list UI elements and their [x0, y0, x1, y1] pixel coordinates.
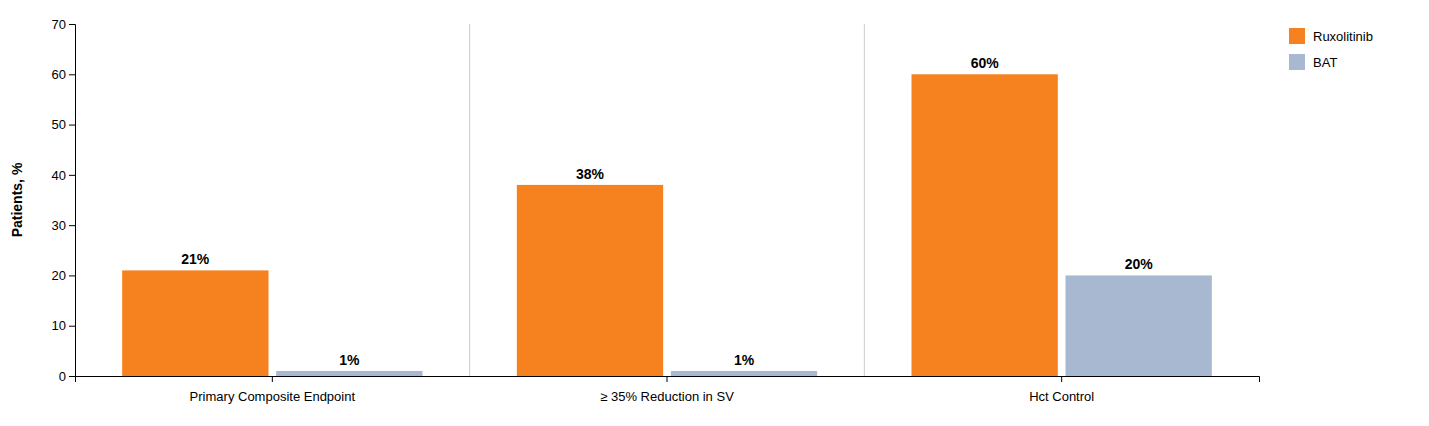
tick: 60	[52, 67, 75, 82]
data-label: 20%	[1125, 256, 1154, 272]
tick-label: 40	[52, 168, 66, 183]
bar	[671, 371, 817, 376]
data-label: 38%	[576, 166, 605, 182]
bar	[276, 371, 422, 376]
tick-mark	[69, 175, 75, 176]
data-label: 1%	[339, 352, 360, 368]
bar	[517, 185, 663, 376]
legend-swatch	[1289, 28, 1305, 44]
chart: 0 10 20 30 40 50 60 70 Primary Composite Endpoin…	[0, 0, 1429, 426]
axis-domain	[69, 25, 76, 377]
tick: ≥ 35% Reduction in SV	[600, 376, 734, 404]
data-label: 21%	[181, 251, 210, 267]
data-label: 60%	[971, 55, 1000, 71]
series	[276, 275, 1212, 376]
group-divider	[864, 24, 865, 376]
series	[122, 74, 1058, 376]
tick-mark	[69, 326, 75, 327]
tick-label: 0	[59, 369, 66, 384]
axis-domain	[76, 377, 1260, 383]
tick: 30	[52, 218, 75, 233]
legend-item: BAT	[1289, 54, 1337, 70]
bar	[912, 74, 1058, 376]
tick-label: 70	[52, 17, 66, 32]
tick: 10	[52, 318, 75, 333]
tick-mark	[69, 24, 75, 25]
tick: 20	[52, 268, 75, 283]
tick-mark	[69, 125, 75, 126]
y-axis-title: Patients, %	[9, 162, 25, 237]
tick-mark	[69, 74, 75, 75]
tick: 0	[59, 369, 75, 384]
tick-mark	[69, 225, 75, 226]
bar	[122, 270, 268, 376]
legend: Ruxolitinib BAT	[1289, 28, 1373, 70]
group-divider	[469, 24, 470, 376]
tick-mark	[272, 376, 273, 382]
tick: Primary Composite Endpoint	[190, 376, 356, 404]
data-labels: 21% 38% 60% 1% 1% 20%	[181, 55, 1153, 368]
x-axis: Primary Composite Endpoint ≥ 35% Reductio…	[76, 376, 1260, 404]
tick: 50	[52, 117, 75, 132]
tick-label: 20	[52, 268, 66, 283]
tick-label: ≥ 35% Reduction in SV	[600, 389, 734, 404]
tick-mark	[1061, 376, 1062, 382]
tick-mark	[69, 275, 75, 276]
y-axis: 0 10 20 30 40 50 60 70	[52, 17, 76, 384]
tick: Hct Control	[1029, 376, 1094, 404]
tick-mark	[69, 376, 75, 377]
bars	[122, 74, 1212, 376]
tick-label: 60	[52, 67, 66, 82]
legend-item: Ruxolitinib	[1289, 28, 1373, 44]
legend-label: Ruxolitinib	[1313, 29, 1373, 44]
bar	[1066, 275, 1212, 376]
tick-label: Hct Control	[1029, 389, 1094, 404]
tick: 40	[52, 168, 75, 183]
tick-label: 50	[52, 117, 66, 132]
legend-swatch	[1289, 54, 1305, 70]
tick-label: Primary Composite Endpoint	[190, 389, 356, 404]
data-label: 1%	[734, 352, 755, 368]
tick: 70	[52, 17, 75, 32]
legend-label: BAT	[1313, 55, 1337, 70]
tick-label: 10	[52, 318, 66, 333]
tick-label: 30	[52, 218, 66, 233]
tick-mark	[667, 376, 668, 382]
plot-area: 0 10 20 30 40 50 60 70 Primary Composite Endpoin…	[52, 17, 1260, 404]
dividers	[470, 24, 865, 376]
